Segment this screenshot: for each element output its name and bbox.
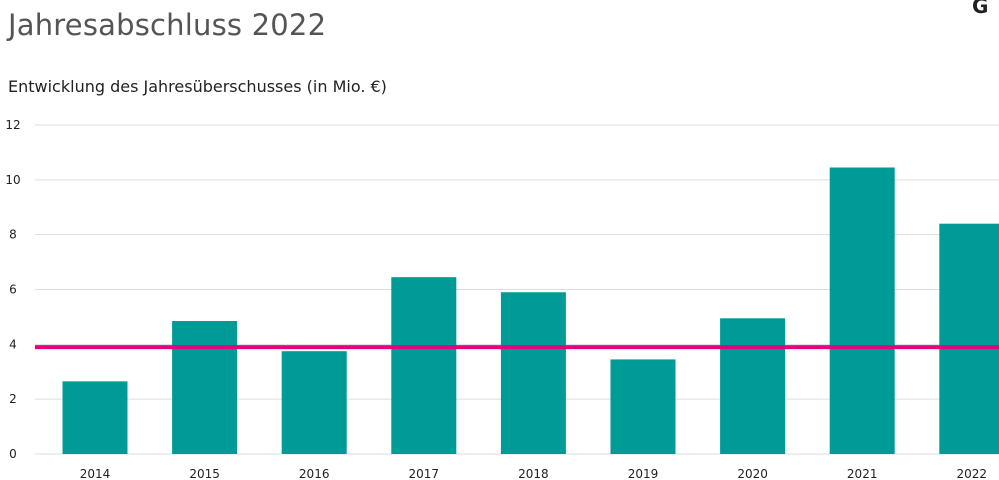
y-tick-label: 10 xyxy=(5,173,20,187)
page-title: Jahresabschluss 2022 xyxy=(8,8,327,42)
x-tick-label: 2022 xyxy=(957,467,988,480)
bar-2018 xyxy=(500,292,566,454)
x-tick-label: 2014 xyxy=(80,467,111,480)
y-tick-label: 8 xyxy=(9,228,17,242)
corner-text-cut-off: G xyxy=(972,0,989,18)
bars xyxy=(62,167,999,454)
x-tick-label: 2019 xyxy=(628,467,659,480)
x-tick-label: 2020 xyxy=(737,467,768,480)
x-tick-label: 2018 xyxy=(518,467,549,480)
chart-title: Entwicklung des Jahresüberschusses (in M… xyxy=(8,77,387,96)
bar-2014 xyxy=(62,381,128,454)
bar-2016 xyxy=(281,351,347,454)
y-tick-label: 4 xyxy=(9,337,17,351)
bar-2017 xyxy=(391,277,457,454)
bar-2015 xyxy=(172,321,238,454)
bar-2019 xyxy=(610,359,676,454)
x-tick-label: 2017 xyxy=(409,467,440,480)
x-tick-label: 2015 xyxy=(189,467,220,480)
bar-2020 xyxy=(720,318,786,454)
x-axis-tick-labels: 2014 2015 2016 2017 2018 2019 2020 2021 2022 xyxy=(80,467,987,480)
y-tick-label: 2 xyxy=(9,392,17,406)
bar-2021 xyxy=(829,167,895,454)
y-tick-label: 12 xyxy=(5,118,20,132)
x-tick-label: 2021 xyxy=(847,467,878,480)
y-axis-tick-labels: 0 2 4 6 8 10 12 xyxy=(5,118,20,461)
y-tick-label: 6 xyxy=(9,283,17,297)
x-tick-label: 2016 xyxy=(299,467,330,480)
bar-2022 xyxy=(939,223,999,454)
y-tick-label: 0 xyxy=(9,447,17,461)
